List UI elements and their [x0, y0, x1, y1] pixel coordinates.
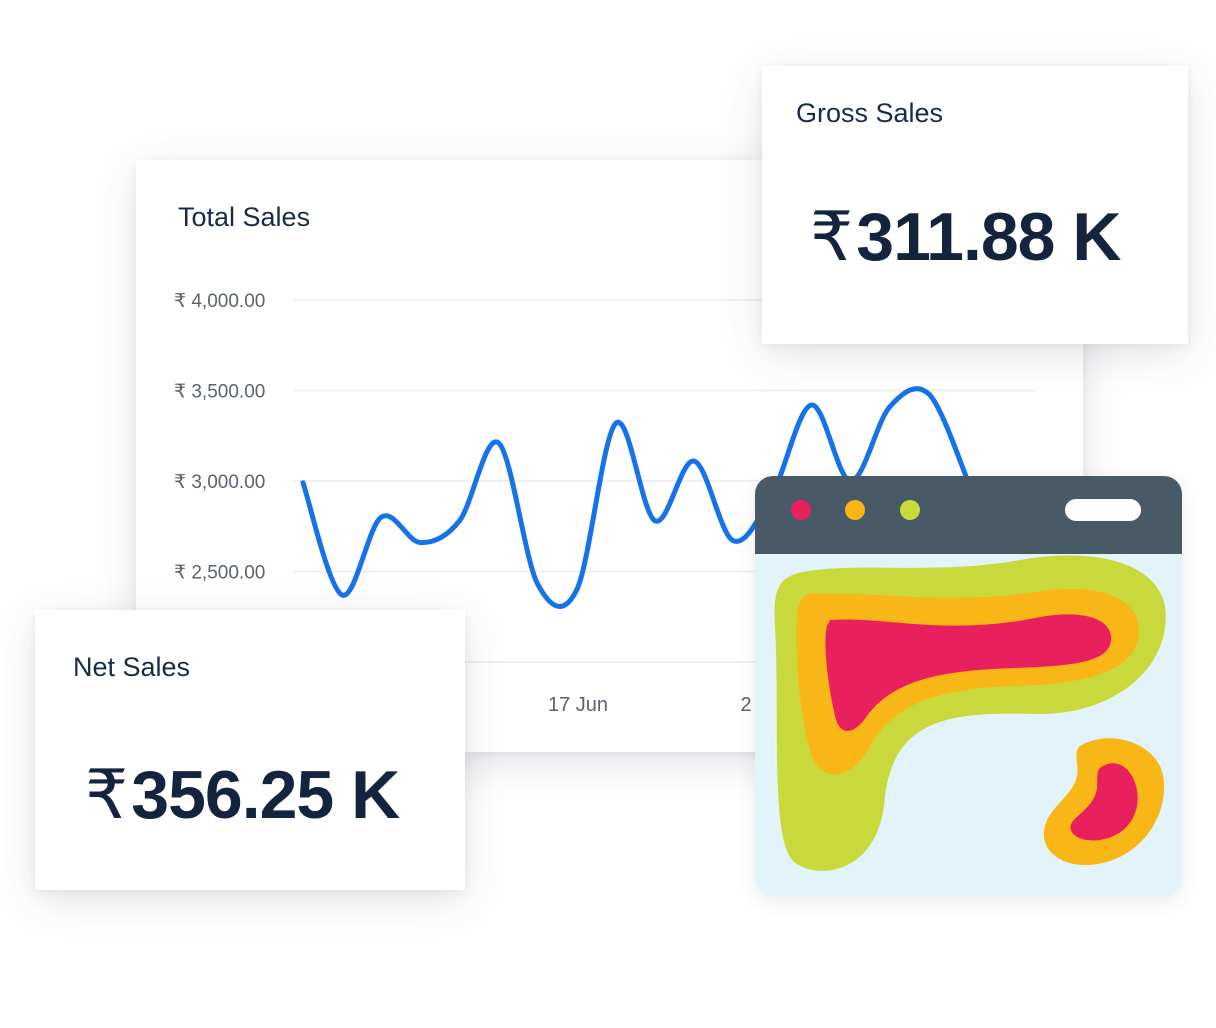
window-close-dot-icon — [791, 500, 811, 520]
window-maximize-dot-icon — [900, 500, 920, 520]
gross-sales-title: Gross Sales — [796, 98, 944, 128]
heatmap-icon — [774, 555, 1166, 871]
gross-sales-amount: 311.88 K — [856, 199, 1121, 275]
y-tick-label: ₹ 4,000.00 — [174, 291, 265, 312]
total-sales-title: Total Sales — [178, 202, 311, 232]
heatmap-browser-illustration — [755, 476, 1182, 896]
rupee-symbol: ₹ — [810, 199, 853, 275]
net-sales-card: Net Sales ₹356.25 K — [35, 610, 465, 890]
y-tick-label: ₹ 2,500.00 — [174, 563, 265, 584]
x-tick-label: 17 Jun — [548, 694, 608, 716]
net-sales-title: Net Sales — [73, 652, 191, 682]
address-bar-pill — [1065, 499, 1141, 521]
chart-x-axis: 17 Jun 2 — [548, 694, 752, 716]
net-sales-amount: 356.25 K — [131, 757, 400, 833]
browser-titlebar — [755, 476, 1182, 554]
y-tick-label: ₹ 3,500.00 — [174, 382, 265, 403]
rupee-symbol: ₹ — [85, 757, 128, 833]
net-sales-value: ₹356.25 K — [85, 756, 400, 835]
y-tick-label: ₹ 3,000.00 — [174, 472, 265, 493]
window-minimize-dot-icon — [845, 500, 865, 520]
gross-sales-card: Gross Sales ₹311.88 K — [762, 66, 1188, 344]
heatmap-red-zone — [825, 614, 1112, 732]
heatmap-red-zone-small — [1070, 763, 1138, 841]
chart-y-axis: ₹ 4,000.00 ₹ 3,500.00 ₹ 3,000.00 ₹ 2,500.00 — [174, 291, 265, 584]
gross-sales-value: ₹311.88 K — [810, 198, 1122, 277]
x-tick-label: 2 — [740, 694, 751, 716]
